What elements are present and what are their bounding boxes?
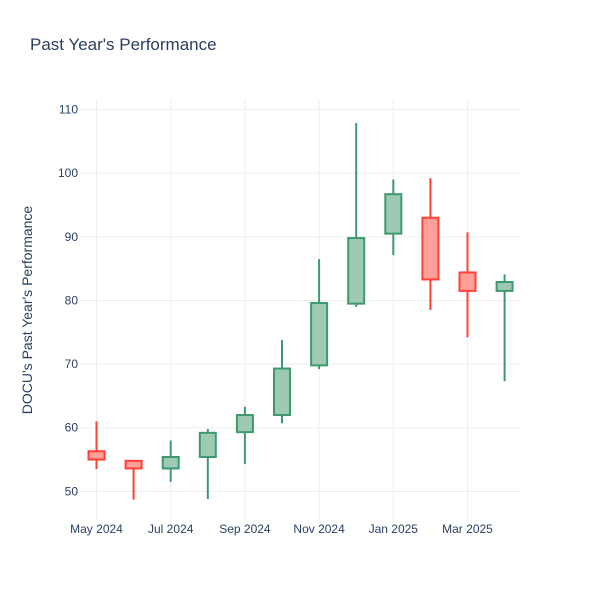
candle-body [87, 450, 106, 461]
candle-body [347, 237, 366, 305]
candle [161, 440, 180, 482]
candle [458, 232, 477, 338]
y-tick-label: 70 [65, 357, 79, 371]
y-tick-label: 60 [65, 421, 79, 435]
grid [80, 100, 520, 520]
candle-body [235, 414, 254, 434]
candle [347, 122, 366, 307]
x-tick-label: Jul 2024 [148, 522, 194, 536]
candle [235, 406, 254, 464]
x-tick-label: Nov 2024 [293, 522, 345, 536]
x-tick-label: Mar 2025 [442, 522, 493, 536]
candle-body [310, 302, 329, 367]
y-tick-label: 110 [59, 103, 78, 117]
candle [273, 339, 291, 424]
candles [87, 122, 514, 500]
y-axis-label: DOCU's Past Year's Performance [19, 206, 35, 415]
candle [384, 179, 403, 256]
candle [198, 429, 217, 499]
y-tick-label: 100 [58, 166, 78, 180]
y-tick-label: 90 [65, 230, 79, 244]
y-tick-label: 50 [65, 484, 79, 498]
candle-body [421, 216, 440, 281]
tick-labels: 50 60 70 80 90 100 110 May 2024 Jul 2024 Sep 2024… [58, 103, 493, 536]
candle-body [273, 367, 291, 416]
candle [495, 274, 514, 382]
chart-title: Past Year's Performance [30, 35, 217, 54]
candle [87, 421, 106, 470]
candle-body [384, 193, 403, 235]
candle [124, 459, 143, 500]
candle [310, 259, 329, 370]
candle-body [124, 459, 143, 470]
candle-body [495, 281, 514, 292]
x-tick-label: Sep 2024 [219, 522, 271, 536]
candle [421, 178, 440, 310]
y-tick-label: 80 [65, 293, 79, 307]
candle-body [198, 431, 217, 458]
candle-body [161, 456, 180, 470]
candle-body [458, 271, 477, 292]
x-tick-label: May 2024 [70, 522, 123, 536]
x-tick-label: Jan 2025 [369, 522, 419, 536]
